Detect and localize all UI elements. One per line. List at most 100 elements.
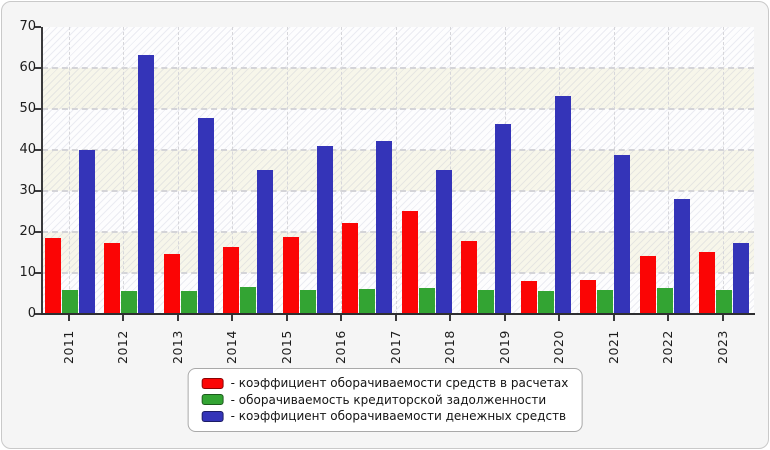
legend-item-green: - оборачиваемость кредиторской задолженн… [201,392,569,409]
legend: - коэффициент оборачиваемости средств в … [187,368,583,432]
bar-series3-group1 [79,150,95,314]
y-tick [34,313,41,315]
x-tick [122,315,125,321]
legend-swatch-3 [201,410,224,422]
gridline-vertical [232,27,234,314]
bar-series3-group8 [495,124,512,314]
x-tick [68,315,70,321]
bar-series1-group12 [698,252,715,314]
y-axis-label: 70 [19,19,36,34]
gridline-horizontal [42,190,754,192]
bar-series2-group1 [62,290,78,314]
bar-series1-group5 [282,236,299,314]
plot-area [42,27,754,314]
x-axis-label: 2013 [169,330,185,364]
y-tick [34,149,41,151]
gridline-vertical [286,27,288,314]
bar-series3-group7 [435,169,452,314]
x-tick [394,315,397,321]
bar-series3-group5 [316,145,333,314]
x-tick [231,315,234,321]
gridline-vertical [341,27,343,314]
bar-series2-group3 [180,290,197,314]
bar-series2-group12 [715,289,732,314]
bar-series1-group10 [580,280,597,314]
x-tick [449,315,452,321]
legend-item-blue: - коэффициент оборачиваемости денежных с… [201,408,569,425]
x-tick [721,315,724,321]
bar-series2-group6 [359,289,376,314]
x-axis-label: 2020 [551,330,567,364]
x-axis-line [41,313,755,315]
y-axis-label: 60 [19,60,36,75]
bar-series1-group8 [461,241,478,314]
y-tick [34,231,41,233]
y-axis-label: 40 [19,142,36,157]
x-tick [612,315,615,321]
y-axis-label: 50 [19,101,36,116]
y-axis-label: 20 [19,224,36,239]
y-tick [34,108,41,110]
bar-series3-group2 [138,54,155,314]
y-axis-label: 0 [27,306,36,321]
bar-series3-group6 [376,141,393,314]
bar-series2-group10 [597,290,614,314]
gridline-horizontal [42,108,754,110]
legend-label: - коэффициент оборачиваемости средств в … [230,376,569,391]
bar-series2-group4 [240,286,257,314]
x-axis-label: 2016 [333,330,349,364]
bar-series1-group1 [45,238,61,314]
bar-series3-group3 [197,117,214,314]
bar-series1-group3 [163,253,180,314]
x-tick [340,315,343,321]
x-tick [503,315,506,321]
legend-swatch-1 [201,377,224,389]
legend-label: - оборачиваемость кредиторской задолженн… [230,392,547,407]
x-axis-label: 2015 [278,330,294,364]
x-axis-label: 2018 [442,330,458,364]
bar-series3-group10 [614,154,631,314]
y-tick [34,26,41,28]
bar-series2-group9 [537,291,554,314]
x-axis-label: 2017 [387,330,403,364]
gridline-horizontal [42,231,754,233]
bar-series2-group11 [656,288,673,314]
bar-series2-group5 [299,289,316,314]
legend-swatch-2 [201,394,224,406]
gridline-horizontal [42,67,754,69]
gridline-vertical [395,27,397,314]
x-axis-label: 2014 [224,330,240,364]
x-tick [667,315,670,321]
bar-series3-group4 [257,169,274,314]
legend-label: - коэффициент оборачиваемости денежных с… [230,409,567,424]
y-axis-label: 10 [19,265,36,280]
x-axis-label: 2019 [496,330,512,364]
y-tick [34,67,41,69]
bar-series3-group11 [673,198,690,314]
x-axis-label: 2022 [660,330,676,364]
x-tick [285,315,288,321]
bar-series2-group8 [478,290,495,314]
x-axis-label: 2012 [115,330,131,364]
bar-series1-group4 [223,246,240,314]
gridline-vertical [722,27,724,314]
gridline-vertical [177,27,179,314]
bar-series1-group6 [342,222,359,314]
gridline-horizontal [42,149,754,151]
y-tick [34,272,41,274]
y-axis-line [41,27,43,315]
bar-series1-group11 [639,256,656,314]
bar-series2-group2 [121,291,138,314]
x-axis-label: 2011 [61,330,76,364]
bar-series3-group12 [732,242,749,314]
bar-series2-group7 [418,288,435,314]
gridline-vertical [123,27,125,314]
x-axis-label: 2023 [714,330,730,364]
y-tick [34,190,41,192]
x-tick [558,315,561,321]
x-tick [176,315,179,321]
bar-series1-group2 [104,243,121,314]
gridline-vertical [668,27,670,314]
